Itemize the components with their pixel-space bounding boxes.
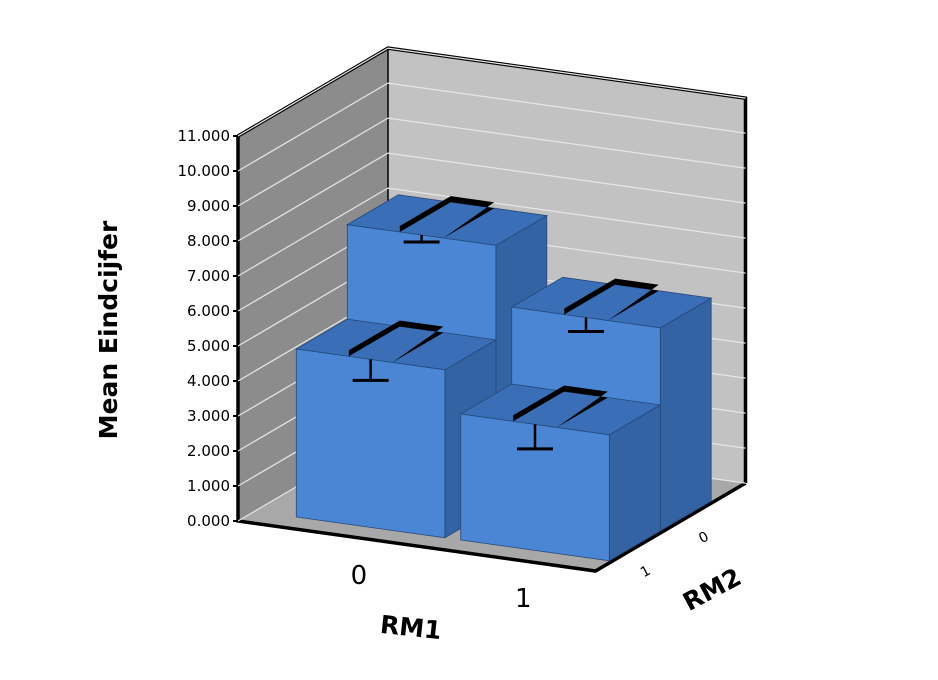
bars [295, 194, 713, 562]
y-tick-label: 4.000 [187, 372, 230, 390]
y-tick-label: 8.000 [187, 232, 230, 250]
error-bar-top [399, 196, 495, 239]
y-tick-label: 5.000 [187, 337, 230, 355]
y-axis-ticks: 0.000 1.000 2.000 3.000 4.000 5.000 6.000 7.000… [178, 127, 238, 530]
error-bar-top [348, 320, 444, 363]
y-axis-title: Mean Eindcijfer [94, 220, 123, 439]
gridline [237, 152, 746, 242]
y-tick-label: 6.000 [187, 302, 230, 320]
bar-side [659, 297, 712, 532]
bar-front [460, 413, 610, 562]
gridline [237, 47, 746, 137]
y-tick-label: 9.000 [187, 197, 230, 215]
y-tick-label: 10.000 [178, 162, 231, 180]
gridline [237, 82, 746, 172]
y-tick-label: 7.000 [187, 267, 230, 285]
axis-frame-front [236, 136, 747, 573]
x-axis-title: RM1 [379, 610, 443, 645]
error-bar-top [564, 278, 659, 321]
y-tick-label: 1.000 [187, 477, 230, 495]
error-bar-top [513, 385, 608, 428]
y-tick-label: 3.000 [187, 407, 230, 425]
x-category-label: 0 [351, 561, 368, 591]
y-tick-label: 2.000 [187, 442, 230, 460]
y-tick-label: 0.000 [187, 512, 230, 530]
bar-rm1-1-rm2-1 [459, 383, 662, 562]
depth-axis-title: RM2 [678, 562, 746, 616]
depth-category-label: 1 [638, 563, 653, 581]
gridline [237, 187, 746, 277]
gridline [237, 117, 746, 207]
y-tick-label: 11.000 [178, 127, 231, 145]
x-category-label: 1 [515, 584, 532, 614]
bar-front [295, 348, 446, 539]
depth-category-label: 0 [696, 529, 711, 547]
